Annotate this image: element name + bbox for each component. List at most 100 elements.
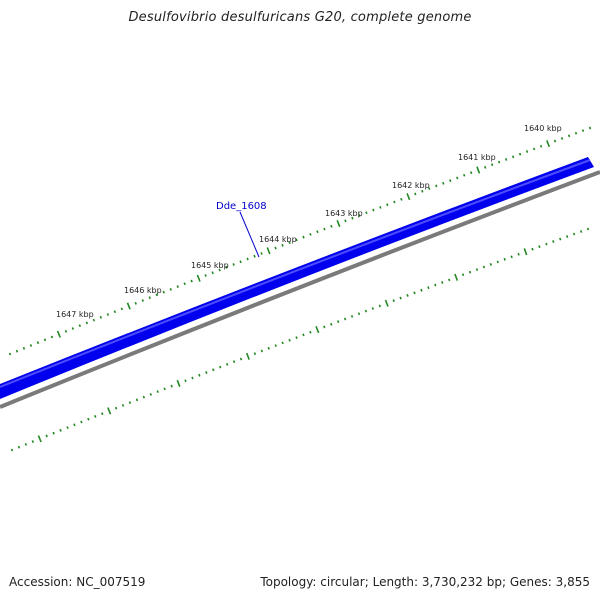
inner-ring-minor-tick <box>413 291 416 295</box>
outer-ring-minor-tick <box>36 341 40 345</box>
outer-ring-major-tick <box>336 220 341 228</box>
inner-ring-minor-tick <box>31 440 35 443</box>
inner-ring-minor-tick <box>302 333 305 337</box>
outer-ring-minor-tick <box>518 152 522 156</box>
inner-ring-minor-tick <box>24 442 28 446</box>
outer-ring-minor-tick <box>358 214 361 217</box>
length-prefix: Length: <box>372 575 419 589</box>
inner-ring-minor-tick <box>496 260 499 264</box>
genome-stats: Topology: circular; Length: 3,730,232 bp… <box>260 575 590 589</box>
inner-ring-minor-tick <box>101 412 104 416</box>
genes-value: 3,855 <box>555 575 590 589</box>
inner-ring-minor-tick <box>295 336 298 340</box>
outer-ring-minor-tick <box>421 189 424 193</box>
inner-ring-minor-tick <box>52 431 55 435</box>
outer-ring-minor-tick <box>141 299 144 302</box>
inner-ring-major-tick <box>37 435 42 443</box>
inner-ring-minor-tick <box>225 362 229 366</box>
tick-label: 1640 kbp <box>524 124 562 133</box>
inner-ring-major-tick <box>176 379 181 387</box>
inner-ring-minor-tick <box>545 242 548 246</box>
inner-ring-minor-tick <box>121 403 125 407</box>
inner-ring-major-tick <box>245 352 250 360</box>
inner-ring-minor-tick <box>73 423 76 427</box>
inner-ring-minor-tick <box>198 373 201 377</box>
length-value: 3,730,232 bp <box>421 575 502 589</box>
outer-ring-minor-tick <box>8 352 12 356</box>
inner-ring-minor-tick <box>135 398 139 402</box>
outer-ring-minor-tick <box>497 160 501 164</box>
outer-ring-minor-tick <box>113 310 117 314</box>
inner-ring-minor-tick <box>267 346 270 350</box>
inner-ring-minor-tick <box>80 420 83 424</box>
inner-ring-minor-tick <box>170 384 173 388</box>
gene-feature-highlight <box>0 159 591 388</box>
outer-ring-major-tick <box>126 302 131 310</box>
inner-ring-minor-tick <box>59 428 62 432</box>
outer-ring-minor-tick <box>85 321 89 325</box>
inner-ring-minor-tick <box>399 296 402 300</box>
inner-ring-major-tick <box>523 248 528 256</box>
outer-ring-minor-tick <box>511 155 515 159</box>
outer-ring-minor-tick <box>344 219 347 223</box>
inner-ring-minor-tick <box>503 257 506 261</box>
outer-ring-minor-tick <box>71 327 75 330</box>
gene-feature-dde-1608[interactable] <box>0 157 594 399</box>
outer-ring-minor-tick <box>281 243 284 247</box>
outer-ring-minor-tick <box>400 197 403 201</box>
inner-ring-minor-tick <box>378 304 381 308</box>
inner-ring-minor-tick <box>336 320 340 324</box>
inner-ring-minor-tick <box>482 265 486 269</box>
outer-ring-minor-tick <box>183 282 186 286</box>
outer-ring-minor-tick <box>288 241 291 245</box>
outer-ring-minor-tick <box>484 165 487 169</box>
outer-ring-minor-tick <box>588 126 592 130</box>
accession-prefix: Accession: <box>9 575 73 589</box>
inner-ring-minor-tick <box>510 255 513 259</box>
outer-ring-major-tick <box>266 247 271 255</box>
outer-ring-minor-tick <box>316 230 319 234</box>
tick-labels: 1640 kbp 1641 kbp 1642 kbp 1643 kbp 1644 kbp… <box>56 124 562 319</box>
inner-ring-minor-tick <box>45 434 48 438</box>
outer-ring-minor-tick <box>211 271 214 275</box>
inner-ring-minor-tick <box>579 230 583 233</box>
outer-ring-minor-tick <box>504 158 508 161</box>
outer-ring-minor-tick <box>253 254 256 258</box>
outer-ring-minor-tick <box>449 179 452 183</box>
gene-label-pointer <box>239 211 260 258</box>
outer-ring-minor-tick <box>525 150 529 153</box>
outer-ring-minor-tick <box>78 324 82 328</box>
inner-ring-minor-tick <box>427 286 430 290</box>
outer-ring-minor-tick <box>532 147 536 151</box>
inner-ring-minor-tick <box>461 273 465 277</box>
inner-ring-minor-tick <box>253 352 257 356</box>
outer-ring-major-tick <box>56 330 61 338</box>
inner-ring-minor-tick <box>239 357 243 361</box>
outer-ring-minor-tick <box>15 349 19 353</box>
tick-label: 1646 kbp <box>124 286 162 295</box>
outer-ring-minor-tick <box>302 235 305 239</box>
tick-label: 1645 kbp <box>191 261 229 270</box>
outer-ring-minor-tick <box>162 290 165 294</box>
gene-label-dde-1608[interactable]: Dde_1608 <box>216 201 267 212</box>
outer-ring-minor-tick <box>490 163 494 167</box>
inner-ring-minor-tick <box>163 387 166 391</box>
inner-ring-minor-tick <box>149 393 152 396</box>
tick-label: 1643 kbp <box>325 209 363 218</box>
outer-tick-ring <box>8 126 592 356</box>
outer-ring-minor-tick <box>274 246 277 250</box>
inner-ring-minor-tick <box>142 395 146 399</box>
outer-ring-minor-tick <box>379 205 382 209</box>
outer-ring-minor-tick <box>323 227 326 231</box>
outer-ring-minor-tick <box>372 208 375 212</box>
inner-ring-minor-tick <box>10 448 14 452</box>
inner-ring-minor-tick <box>212 368 215 372</box>
outer-ring-minor-tick <box>99 315 103 319</box>
inner-ring-minor-tick <box>566 235 569 238</box>
outer-ring-major-tick <box>546 140 551 148</box>
outer-ring-minor-tick <box>232 263 235 266</box>
outer-ring-minor-tick <box>148 296 151 300</box>
inner-ring-minor-tick <box>156 390 159 394</box>
inner-ring-minor-tick <box>468 270 472 274</box>
inner-ring-minor-tick <box>343 317 347 321</box>
